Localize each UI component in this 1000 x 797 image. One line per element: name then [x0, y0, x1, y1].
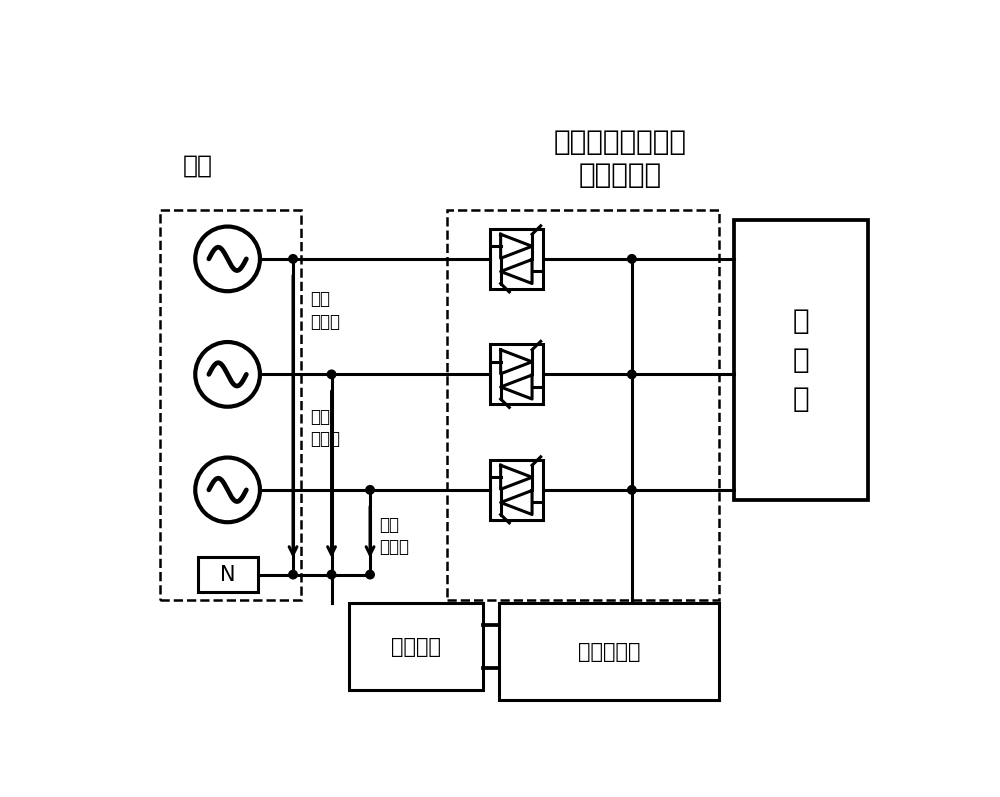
Bar: [490, 229, 543, 289]
Bar: [349, 603, 483, 690]
Bar: [160, 210, 301, 600]
Circle shape: [366, 571, 374, 579]
Text: 负
载
端: 负 载 端: [793, 307, 810, 413]
Bar: [734, 221, 868, 500]
Circle shape: [628, 485, 636, 494]
Text: N: N: [220, 564, 235, 584]
Text: 级联式电能质量综: 级联式电能质量综: [554, 128, 687, 156]
Text: 合治理装置: 合治理装置: [579, 161, 662, 189]
Bar: [447, 210, 719, 600]
Text: 蓄电池组: 蓄电池组: [391, 637, 441, 657]
Bar: [198, 557, 258, 592]
Circle shape: [289, 255, 297, 263]
Circle shape: [366, 485, 374, 494]
Text: 电压
采样点: 电压 采样点: [310, 290, 340, 331]
Circle shape: [628, 255, 636, 263]
Text: 电压
采样点: 电压 采样点: [310, 408, 340, 449]
Bar: [499, 603, 719, 700]
Text: 级联变换器: 级联变换器: [578, 642, 640, 662]
Circle shape: [628, 370, 636, 379]
Bar: [490, 344, 543, 404]
Text: 电压
采样点: 电压 采样点: [379, 516, 409, 556]
Bar: [490, 460, 543, 520]
Circle shape: [289, 571, 297, 579]
Circle shape: [327, 571, 336, 579]
Circle shape: [327, 370, 336, 379]
Text: 电网: 电网: [183, 153, 213, 178]
